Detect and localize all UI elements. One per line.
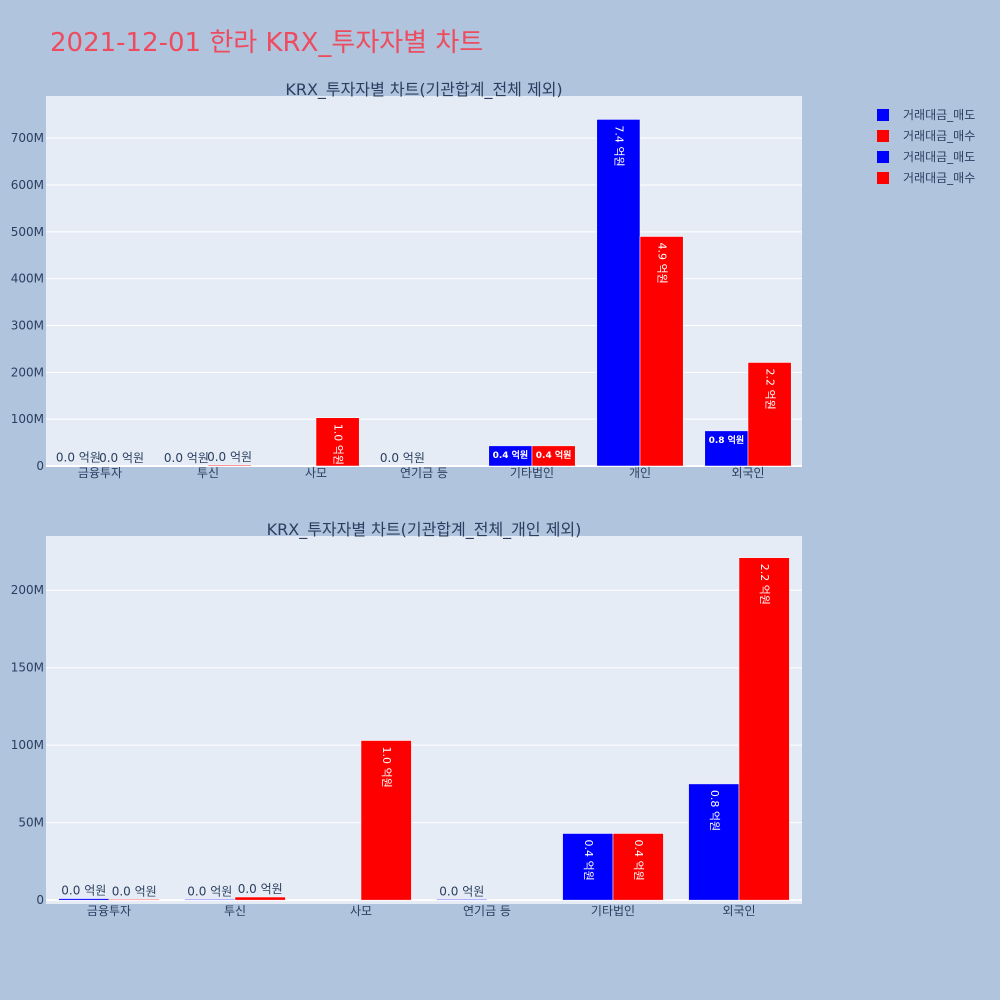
data-label: 0.8 억원 bbox=[709, 434, 745, 446]
x-tick-label: 기타법인 bbox=[591, 904, 635, 918]
legend-label[interactable]: 거래대금_매수 bbox=[903, 129, 975, 143]
bar bbox=[436, 899, 488, 901]
legend-label[interactable]: 거래대금_매수 bbox=[903, 171, 975, 185]
y-tick-label: 600M bbox=[11, 178, 44, 192]
bar bbox=[234, 896, 286, 901]
chart-title: KRX_투자자별 차트(기관합계_전체_개인 제외) bbox=[267, 520, 582, 540]
y-tick-label: 700M bbox=[11, 131, 44, 145]
y-tick-label: 50M bbox=[18, 816, 44, 830]
data-label: 0.4 억원 bbox=[632, 839, 645, 880]
plot-area bbox=[46, 96, 802, 466]
y-tick-label: 400M bbox=[11, 272, 44, 286]
data-label: 0.8 억원 bbox=[708, 790, 721, 831]
x-tick-label: 연기금 등 bbox=[463, 904, 511, 918]
data-label: 2.2 억원 bbox=[758, 564, 771, 605]
data-label: 0.4 억원 bbox=[536, 449, 572, 461]
y-tick-label: 0 bbox=[36, 459, 44, 473]
y-tick-label: 200M bbox=[11, 583, 44, 597]
data-label: 0.0 억원 bbox=[164, 451, 209, 465]
x-tick-label: 외국인 bbox=[722, 904, 755, 918]
data-label: 0.0 억원 bbox=[439, 884, 484, 898]
x-tick-label: 개인 bbox=[629, 466, 651, 480]
data-label: 0.4 억원 bbox=[582, 839, 595, 880]
page-title: 2021-12-01 한라 KRX_투자자별 차트 bbox=[50, 28, 484, 58]
bar bbox=[184, 899, 236, 901]
y-tick-label: 100M bbox=[11, 738, 44, 752]
plot-area bbox=[46, 536, 802, 904]
x-tick-label: 금융투자 bbox=[78, 466, 122, 480]
bar bbox=[688, 783, 740, 901]
data-label: 7.4 억원 bbox=[612, 125, 625, 166]
chart-2: 0 50M 100M 150M 200M KRX_투자자별 차트(기관합계_전체_개인 제… bbox=[11, 520, 802, 918]
data-label: 0.0 억원 bbox=[61, 884, 106, 898]
bar bbox=[596, 119, 641, 467]
bar bbox=[704, 430, 749, 467]
legend-swatch[interactable] bbox=[877, 172, 889, 184]
data-label: 0.0 억원 bbox=[56, 451, 101, 465]
x-tick-label: 기타법인 bbox=[510, 466, 554, 480]
chart-1: 0 100M 200M 300M 400M 500M 600M 700M KRX_투자자별 차트… bbox=[11, 80, 802, 480]
y-tick-label: 200M bbox=[11, 365, 44, 379]
y-tick-label: 100M bbox=[11, 412, 44, 426]
data-label: 0.0 억원 bbox=[187, 884, 232, 898]
x-tick-label: 금융투자 bbox=[87, 904, 131, 918]
data-label: 0.0 억원 bbox=[112, 884, 157, 898]
bar bbox=[207, 464, 252, 467]
bar bbox=[639, 236, 684, 467]
data-label: 0.0 억원 bbox=[207, 450, 252, 464]
y-tick-label: 150M bbox=[11, 661, 44, 675]
legend-swatch[interactable] bbox=[877, 109, 889, 121]
data-label: 0.0 억원 bbox=[380, 451, 425, 465]
x-tick-label: 외국인 bbox=[731, 466, 764, 480]
data-label: 1.0 억원 bbox=[380, 747, 393, 788]
bar bbox=[738, 557, 790, 901]
chart-title: KRX_투자자별 차트(기관합계_전체 제외) bbox=[285, 80, 562, 100]
bar bbox=[531, 445, 576, 467]
legend-label[interactable]: 거래대금_매도 bbox=[903, 108, 975, 122]
x-tick-label: 연기금 등 bbox=[400, 466, 448, 480]
data-label: 2.2 억원 bbox=[764, 368, 777, 409]
bar bbox=[562, 833, 614, 901]
bar bbox=[108, 899, 160, 901]
legend-swatch[interactable] bbox=[877, 130, 889, 142]
legend-label[interactable]: 거래대금_매도 bbox=[903, 150, 975, 164]
data-label: 0.4 억원 bbox=[493, 449, 529, 461]
x-tick-label: 사모 bbox=[350, 904, 372, 918]
data-label: 0.0 억원 bbox=[238, 882, 283, 896]
bar bbox=[315, 417, 360, 467]
x-tick-label: 사모 bbox=[305, 466, 327, 480]
y-tick-label: 0 bbox=[36, 893, 44, 907]
x-tick-label: 투신 bbox=[197, 466, 219, 480]
data-label: 4.9 억원 bbox=[656, 243, 669, 284]
y-tick-label: 500M bbox=[11, 225, 44, 239]
x-tick-label: 투신 bbox=[224, 904, 246, 918]
bar bbox=[747, 362, 792, 467]
bar bbox=[58, 898, 110, 901]
y-tick-label: 300M bbox=[11, 318, 44, 332]
data-label: 0.0 억원 bbox=[99, 451, 144, 465]
bar bbox=[360, 740, 412, 901]
bar bbox=[612, 833, 664, 901]
data-label: 1.0 억원 bbox=[332, 424, 345, 465]
legend-swatch[interactable] bbox=[877, 151, 889, 163]
